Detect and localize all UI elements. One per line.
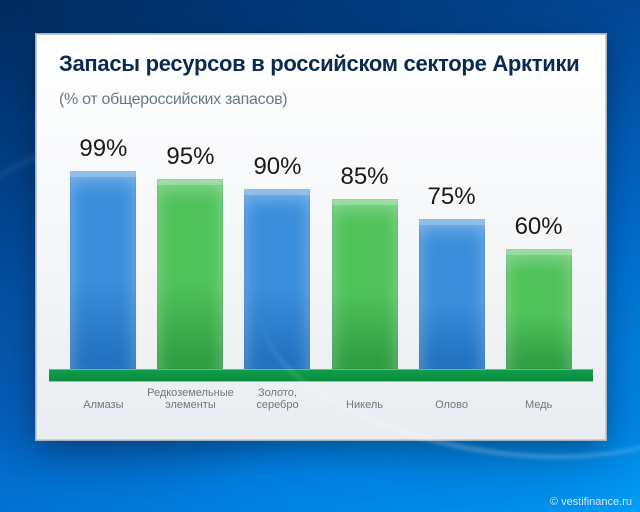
- bar-slot: [70, 171, 136, 369]
- watermark: © vestifinance.ru: [550, 496, 632, 508]
- broadcast-background: Запасы ресурсов в российском секторе Арк…: [0, 0, 640, 512]
- bar: [157, 179, 223, 369]
- bar-slot: [157, 179, 223, 369]
- bar: [332, 199, 398, 369]
- panel-subtitle: (% от общероссийских запасов): [59, 91, 287, 109]
- bar: [506, 249, 572, 369]
- bar-value-label: 60%: [479, 213, 599, 241]
- chart-panel: Запасы ресурсов в российском секторе Арк…: [36, 34, 606, 440]
- panel-title: Запасы ресурсов в российском секторе Арк…: [59, 51, 579, 77]
- bar: [419, 219, 485, 369]
- plot-area: 99%Алмазы95%Редкоземельные элементы90%Зо…: [49, 147, 593, 417]
- bar-slot: [419, 219, 485, 369]
- bar-slot: [332, 199, 398, 369]
- bar: [70, 171, 136, 369]
- bar-slot: [506, 249, 572, 369]
- bar: [244, 189, 310, 369]
- bar-slot: [244, 189, 310, 369]
- bars-container: 99%Алмазы95%Редкоземельные элементы90%Зо…: [49, 147, 593, 417]
- bar-category-label: Медь: [484, 399, 594, 411]
- bar-value-label: 75%: [392, 183, 512, 211]
